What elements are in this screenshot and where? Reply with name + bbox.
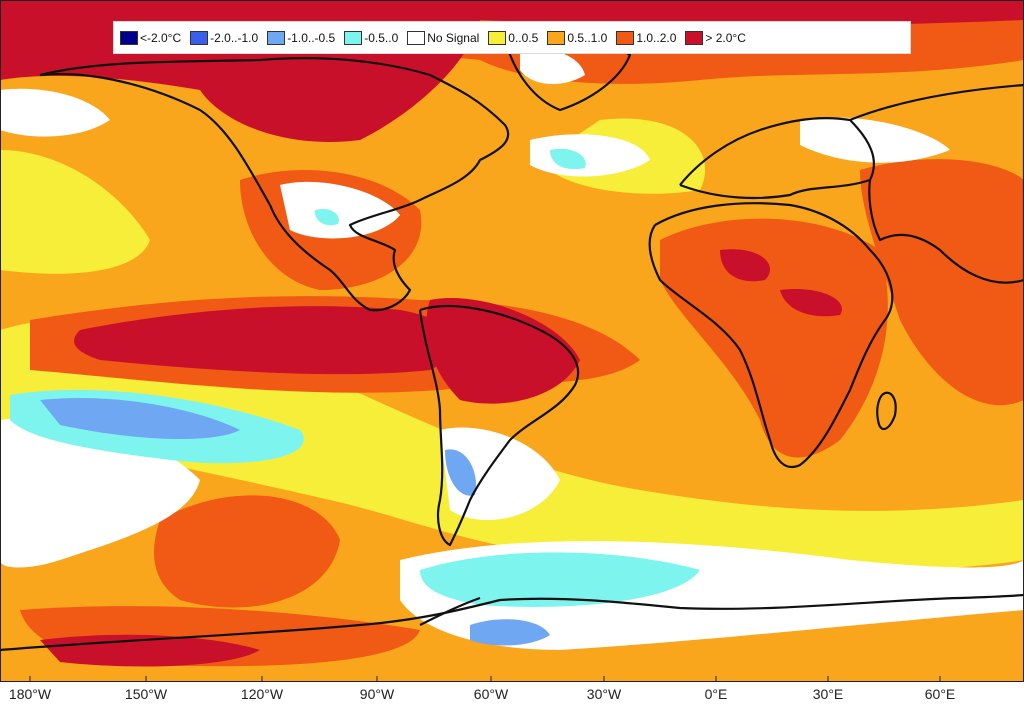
x-tick-label: 60°W: [473, 686, 509, 702]
x-tick-label: 150°W: [124, 686, 168, 702]
anomaly-region-no-signal: [440, 427, 560, 520]
legend-label: <-2.0°C: [140, 30, 182, 45]
legend-item: > 2.0°C: [685, 30, 746, 45]
anomaly-region-dark-red: [74, 306, 455, 375]
coastline-europe: [679, 116, 875, 200]
anomaly-region-cool-medium: [470, 619, 550, 646]
legend-item: -1.0..-0.5: [267, 30, 336, 45]
legend-swatch: [190, 30, 209, 45]
legend-label: No Signal: [427, 30, 480, 45]
coastline-south-america: [418, 304, 580, 547]
legend-item: 0..0.5: [488, 30, 539, 45]
legend-label: -0.5..0: [364, 30, 399, 45]
legend-item: No Signal: [407, 30, 480, 45]
anomaly-region-dark-red: [780, 289, 842, 317]
legend-swatch: [685, 30, 704, 45]
coastline-asia: [849, 83, 1024, 284]
legend-swatch: [120, 30, 138, 45]
x-tick-label: 30°W: [586, 686, 622, 702]
legend-swatch: [616, 30, 635, 45]
legend-item: <-2.0°C: [120, 30, 182, 45]
anomaly-region-cool-medium: [40, 398, 240, 440]
anomaly-region-cool-medium: [445, 449, 476, 496]
anomaly-region-orange-red: [660, 218, 888, 458]
anomaly-region-orange-red: [154, 495, 340, 608]
legend-swatch: [407, 30, 426, 45]
legend-swatch: [344, 30, 363, 45]
x-tick-label: 30°E: [812, 686, 844, 702]
anomaly-region-no-signal: [0, 88, 110, 137]
legend-label: > 2.0°C: [705, 30, 746, 45]
coastline-madagascar: [876, 391, 897, 431]
anomaly-region-cool-light: [314, 208, 339, 226]
x-tick-label: 90°W: [359, 686, 395, 702]
legend-item: 1.0..2.0: [616, 30, 677, 45]
legend-swatch: [547, 30, 566, 45]
anomaly-region-cool-light: [420, 552, 700, 607]
coastlines: [0, 33, 1024, 652]
x-axis: 180°W 150°W 120°W 90°W 60°W 30°W 0°E 30°…: [0, 682, 1024, 720]
x-tick-label: 60°E: [924, 686, 956, 702]
x-tick-label: 0°E: [704, 686, 728, 702]
x-tick-label: 180°W: [8, 686, 52, 702]
anomaly-region-dark-red: [426, 298, 580, 404]
legend-item: 0.5..1.0: [547, 30, 608, 45]
x-tick-label: 120°W: [240, 686, 284, 702]
legend-label: 1.0..2.0: [636, 30, 677, 45]
legend: <-2.0°C -2.0..-1.0 -1.0..-0.5 -0.5..0 No…: [113, 21, 911, 54]
legend-label: 0.5..1.0: [567, 30, 608, 45]
legend-label: -1.0..-0.5: [287, 30, 336, 45]
legend-item: -0.5..0: [344, 30, 399, 45]
coastline-north-america: [39, 57, 510, 312]
legend-item: -2.0..-1.0: [190, 30, 259, 45]
legend-label: -2.0..-1.0: [210, 30, 259, 45]
coastline-antarctica: [0, 593, 1024, 652]
coastline-antarctic-peninsula: [419, 596, 481, 626]
anomaly-band-yellow: [0, 150, 150, 274]
anomaly-region-orange-red: [860, 159, 1024, 406]
anomaly-region-no-signal: [520, 48, 585, 85]
anomaly-region-dark-red: [720, 249, 770, 282]
anomaly-region-no-signal: [800, 117, 950, 163]
anomaly-region-cool-light: [550, 148, 586, 170]
anomaly-region-no-signal: [280, 181, 400, 239]
legend-swatch: [488, 30, 507, 45]
legend-swatch: [267, 30, 286, 45]
legend-label: 0..0.5: [508, 30, 539, 45]
coastline-africa: [648, 202, 894, 468]
